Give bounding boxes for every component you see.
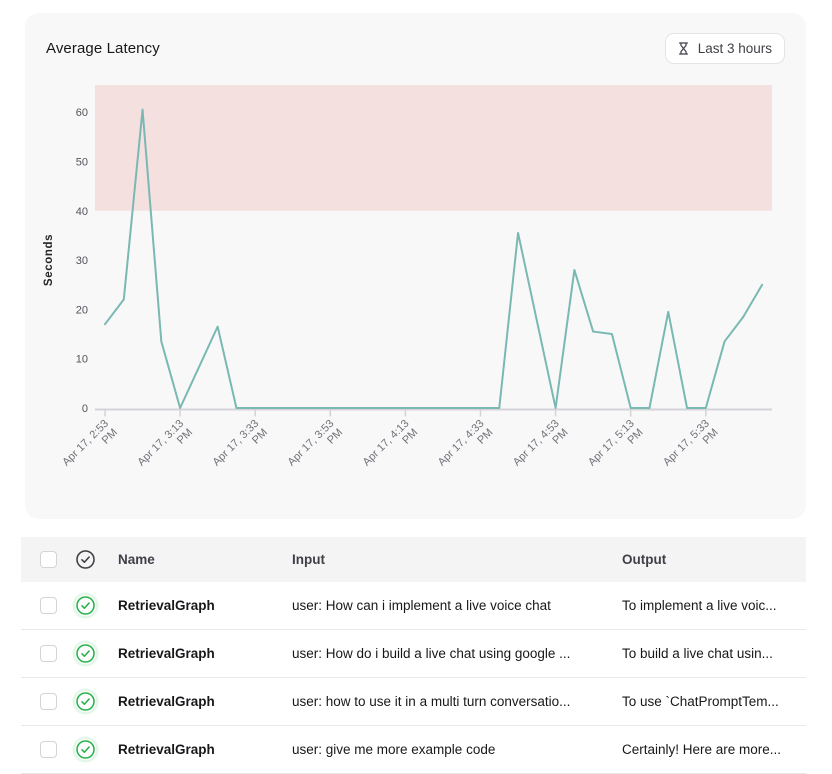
- row-status-cell: [66, 691, 109, 712]
- svg-text:Apr 17, 3:33PM: Apr 17, 3:33PM: [210, 418, 270, 478]
- y-tick-label: 40: [76, 206, 88, 218]
- header-status-cell: [66, 549, 109, 570]
- run-input: user: How can i implement a live voice c…: [292, 598, 551, 613]
- runs-table: Name Input Output RetrievalGraph user: H…: [21, 537, 806, 774]
- y-tick-label: 0: [82, 403, 88, 415]
- run-input: user: give me more example code: [292, 742, 496, 757]
- row-checkbox[interactable]: [40, 693, 57, 710]
- table-row[interactable]: RetrievalGraph user: How can i implement…: [21, 582, 806, 630]
- svg-text:Apr 17, 5:33PM: Apr 17, 5:33PM: [661, 418, 721, 478]
- status-column-icon: [76, 550, 95, 569]
- row-checkbox-cell: [21, 741, 66, 758]
- table-row[interactable]: RetrievalGraph user: How do i build a li…: [21, 630, 806, 678]
- row-checkbox-cell: [21, 645, 66, 662]
- row-checkbox-cell: [21, 693, 66, 710]
- svg-text:Apr 17, 4:53PM: Apr 17, 4:53PM: [511, 418, 571, 478]
- x-tick-label: Apr 17, 3:53PM: [286, 418, 346, 478]
- header-checkbox-cell: [21, 551, 66, 568]
- x-tick-label: Apr 17, 4:53PM: [511, 418, 571, 478]
- column-header-name: Name: [118, 552, 155, 567]
- run-name: RetrievalGraph: [118, 694, 215, 709]
- run-input: user: How do i build a live chat using g…: [292, 646, 571, 661]
- hourglass-icon: [676, 41, 691, 56]
- y-tick-label: 10: [76, 354, 88, 366]
- y-tick-label: 20: [76, 304, 88, 316]
- row-status-cell: [66, 643, 109, 664]
- row-status-cell: [66, 595, 109, 616]
- x-tick-label: Apr 17, 5:13PM: [586, 418, 646, 478]
- x-tick-label: Apr 17, 5:33PM: [661, 418, 721, 478]
- svg-text:Apr 17, 3:13PM: Apr 17, 3:13PM: [135, 418, 195, 478]
- row-checkbox[interactable]: [40, 645, 57, 662]
- svg-text:Apr 17, 5:13PM: Apr 17, 5:13PM: [586, 418, 646, 478]
- row-checkbox-cell: [21, 597, 66, 614]
- card-title: Average Latency: [46, 40, 160, 57]
- y-tick-label: 50: [76, 156, 88, 168]
- y-tick-label: 30: [76, 255, 88, 267]
- x-tick-label: Apr 17, 4:33PM: [436, 418, 496, 478]
- x-tick-label: Apr 17, 3:33PM: [210, 418, 270, 478]
- run-input: user: how to use it in a multi turn conv…: [292, 694, 571, 709]
- table-header-row: Name Input Output: [21, 537, 806, 582]
- run-name: RetrievalGraph: [118, 742, 215, 757]
- table-row[interactable]: RetrievalGraph user: give me more exampl…: [21, 726, 806, 774]
- y-tick-label: 60: [76, 107, 88, 119]
- row-checkbox[interactable]: [40, 741, 57, 758]
- column-header-output: Output: [622, 552, 667, 567]
- run-output: Certainly! Here are more...: [622, 742, 782, 757]
- latency-card: Average Latency Last 3 hours 0 10 20 30 40 50…: [25, 13, 806, 519]
- run-output: To implement a live voic...: [622, 598, 777, 613]
- row-checkbox[interactable]: [40, 597, 57, 614]
- select-all-checkbox[interactable]: [40, 551, 57, 568]
- x-tick-label: Apr 17, 2:53PM: [60, 418, 120, 478]
- run-output: To build a live chat usin...: [622, 646, 773, 661]
- x-tick-label: Apr 17, 4:13PM: [361, 418, 421, 478]
- latency-card-header: Average Latency Last 3 hours: [46, 33, 785, 64]
- run-name: RetrievalGraph: [118, 646, 215, 661]
- y-axis-title: Seconds: [43, 234, 55, 286]
- time-range-label: Last 3 hours: [697, 41, 772, 56]
- svg-text:Apr 17, 2:53PM: Apr 17, 2:53PM: [60, 418, 120, 478]
- threshold-band: [95, 85, 772, 211]
- success-status-icon: [76, 740, 95, 759]
- svg-text:Apr 17, 3:53PM: Apr 17, 3:53PM: [286, 418, 346, 478]
- column-header-input: Input: [292, 552, 325, 567]
- time-range-button[interactable]: Last 3 hours: [664, 33, 785, 64]
- success-status-icon: [76, 644, 95, 663]
- run-output: To use `ChatPromptTem...: [622, 694, 779, 709]
- svg-text:Apr 17, 4:33PM: Apr 17, 4:33PM: [436, 418, 496, 478]
- success-status-icon: [76, 596, 95, 615]
- success-status-icon: [76, 692, 95, 711]
- row-status-cell: [66, 739, 109, 760]
- table-row[interactable]: RetrievalGraph user: how to use it in a …: [21, 678, 806, 726]
- latency-line: [104, 108, 764, 409]
- x-tick-label: Apr 17, 3:13PM: [135, 418, 195, 478]
- table-body: RetrievalGraph user: How can i implement…: [21, 582, 806, 774]
- svg-text:Apr 17, 4:13PM: Apr 17, 4:13PM: [361, 418, 421, 478]
- run-name: RetrievalGraph: [118, 598, 215, 613]
